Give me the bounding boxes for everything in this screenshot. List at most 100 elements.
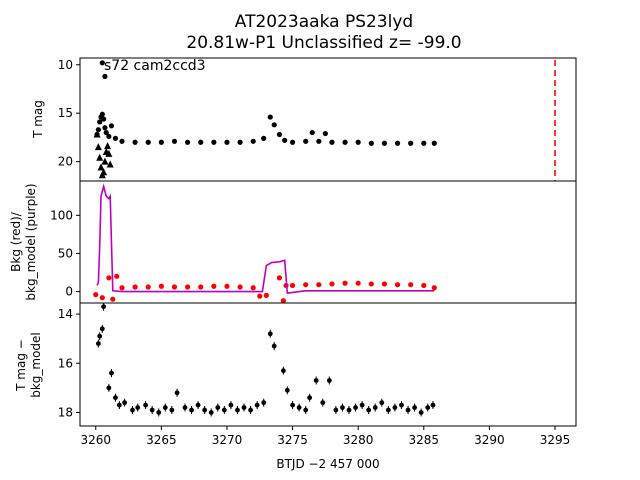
diff-mag-point [307, 395, 313, 401]
diff-mag-point [399, 402, 404, 408]
diff-mag-point [221, 407, 227, 413]
diff-mag-point [101, 304, 107, 310]
x-tick-label: 3285 [409, 433, 440, 447]
bkg-point [276, 275, 283, 281]
detection-point [368, 140, 374, 146]
bkg-point [224, 283, 230, 289]
y-axis-label-middle-line2: bkg_model (purple) [24, 183, 38, 300]
detection-point [184, 139, 191, 145]
detection-point [342, 139, 348, 145]
y-tick-label: 20 [58, 155, 73, 169]
diff-mag-point [372, 405, 378, 410]
bkg-point [237, 284, 243, 290]
diff-mag-point [280, 368, 286, 374]
detection-point [261, 135, 267, 141]
title-line-1: AT2023aaka PS23lyd [235, 12, 413, 32]
detection-point [95, 127, 101, 133]
x-tick-label: 3275 [277, 433, 308, 447]
bkg-point [355, 280, 361, 286]
bkg-point [394, 282, 401, 288]
diff-mag-point [412, 405, 418, 410]
y-tick-label: 18 [58, 405, 73, 419]
upper-limit-marker [94, 143, 102, 151]
diff-mag-point [215, 405, 221, 410]
detection-point [102, 73, 108, 80]
upper-limit-marker [97, 163, 105, 171]
bkg-point [342, 280, 348, 286]
diff-mag-point [296, 405, 302, 410]
diff-mag-point [109, 370, 114, 376]
upper-limit-marker [93, 130, 101, 138]
detection-point [421, 140, 427, 146]
detection-point [145, 139, 151, 145]
diff-mag-point [228, 402, 234, 408]
detection-point [250, 138, 256, 144]
bkg-point [158, 283, 164, 289]
diff-mag-point [156, 410, 162, 415]
panel-tmag: 10 15 20 [58, 58, 556, 181]
detection-point [102, 125, 108, 131]
detection-point [171, 138, 178, 144]
diff-mag-point [169, 407, 175, 413]
diff-mag-point [149, 407, 155, 413]
detection-point [211, 139, 217, 145]
diff-mag-point [254, 402, 260, 408]
diff-mag-point [99, 326, 105, 332]
diff-mag-point [116, 402, 122, 408]
diff-mag-point [333, 407, 339, 413]
plot-frame [79, 57, 577, 427]
bkg-point [316, 282, 322, 288]
bkg-point [257, 293, 263, 299]
diff-mag-point [290, 402, 295, 408]
y-axis-label-middle-line1: Bkg (red)/ [9, 211, 23, 272]
detection-point [99, 111, 105, 117]
diff-mag-point [130, 407, 135, 413]
diff-mag-point [241, 405, 247, 410]
diff-mag-point [267, 331, 273, 337]
panel-background: 0 50 100 [50, 183, 437, 304]
bkg-point [280, 298, 286, 304]
diff-mag-point [271, 343, 277, 349]
diff-mag-point [430, 402, 436, 408]
diff-mag-point [182, 405, 188, 410]
diff-mag-point [379, 400, 385, 406]
bkg-point [368, 281, 374, 287]
diff-mag-point [385, 407, 391, 413]
diff-mag-point [135, 405, 141, 410]
y-tick-label: 100 [50, 208, 73, 222]
diff-mag-point [248, 407, 253, 413]
detection-point [119, 138, 125, 144]
y-tick-label: 16 [58, 356, 73, 370]
diff-mag-point [392, 405, 398, 410]
bkg-point [184, 284, 191, 290]
bkg-point [171, 284, 178, 290]
upper-limit-marker [104, 142, 112, 150]
bkg-point [132, 284, 138, 290]
detection-point [103, 129, 109, 136]
detection-point [267, 114, 273, 120]
diff-mag-point [195, 402, 201, 408]
diff-mag-point [346, 407, 352, 413]
detection-point [381, 140, 388, 146]
detection-point [408, 140, 414, 146]
bkg-point [145, 284, 151, 290]
diff-mag-point [113, 395, 118, 401]
upper-limit-marker [101, 157, 109, 165]
upper-limit-marker [106, 160, 114, 168]
detection-point [289, 139, 296, 145]
x-axis-label: BTJD −2 457 000 [276, 457, 379, 471]
detection-point [97, 119, 103, 125]
detection-point [224, 139, 230, 145]
diff-mag-point [284, 387, 290, 393]
diff-mag-point [208, 410, 214, 415]
diff-mag-point [313, 378, 319, 383]
diff-mag-point [202, 407, 208, 413]
title-line-2: 20.81w-P1 Unclassified z= -99.0 [186, 33, 461, 53]
bkg-point [198, 284, 204, 290]
diff-mag-point [340, 405, 345, 410]
detection-point [99, 60, 105, 66]
bkg-point [431, 285, 437, 291]
diff-mag-point [106, 385, 112, 391]
detection-point [158, 139, 164, 145]
